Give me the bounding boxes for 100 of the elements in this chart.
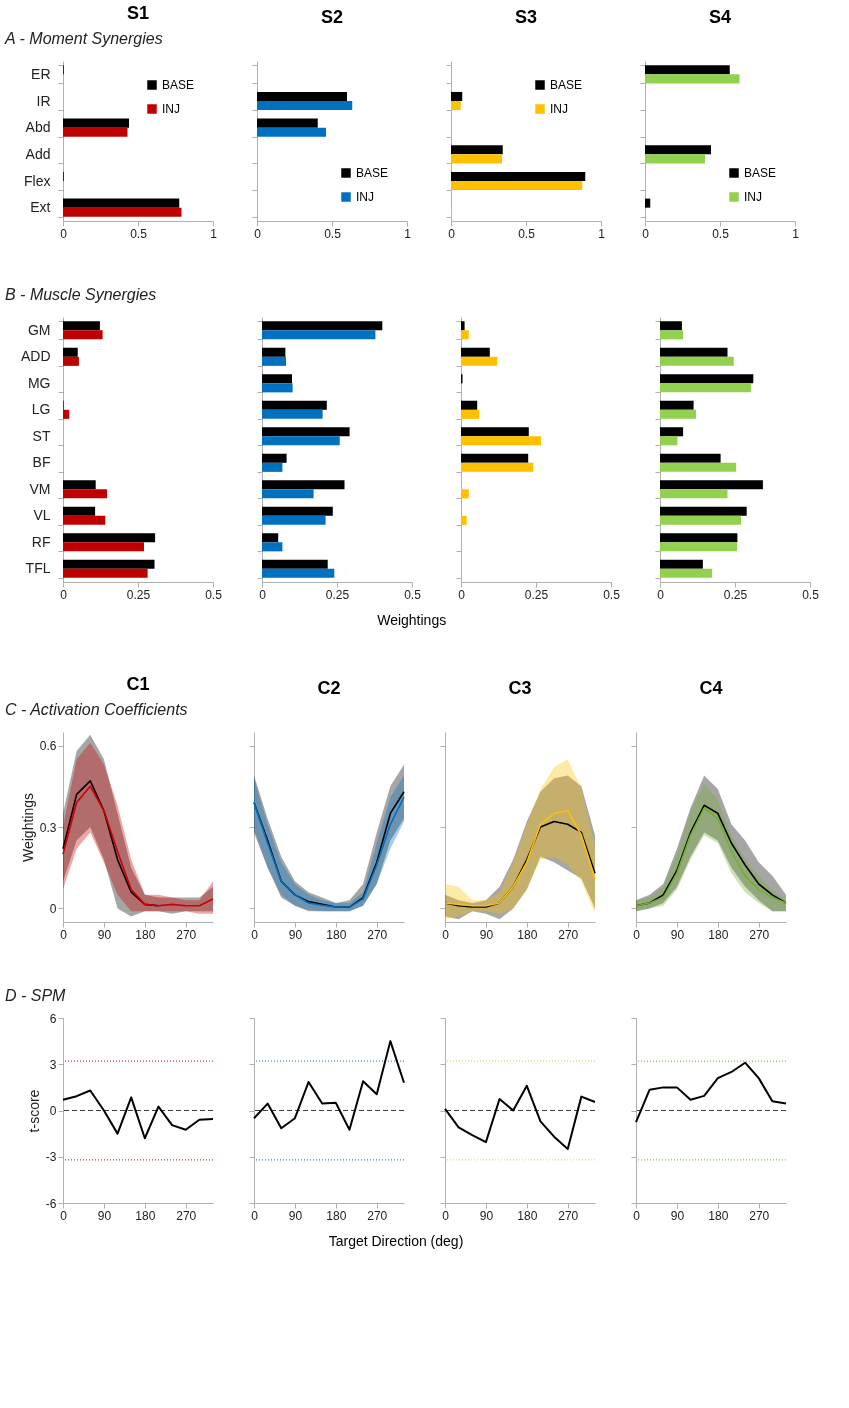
x-axis-title: Target Direction (deg) <box>328 1233 464 1249</box>
x-tick-label: 0.25 <box>723 587 748 602</box>
x-tick-label: 0 <box>642 226 650 241</box>
x-tick-label: 90 <box>288 927 303 942</box>
chart-title: C1 <box>126 674 150 694</box>
x-tick-label: 180 <box>708 1208 729 1223</box>
y-tick-label: Add <box>25 145 51 162</box>
x-tick-label: 0 <box>442 1208 450 1223</box>
x-tick-label: 0 <box>442 927 450 942</box>
chart-subtitle: A - Moment Synergies <box>4 30 163 47</box>
y-tick-label: 6 <box>49 1011 57 1026</box>
legend-label: BASE <box>356 166 389 180</box>
x-tick-label: 90 <box>97 1208 112 1223</box>
x-tick-label: 0.5 <box>518 226 536 241</box>
x-tick-label: 180 <box>135 1208 156 1223</box>
y-tick-label: ST <box>32 427 51 444</box>
x-tick-label: 0.25 <box>325 587 350 602</box>
chart-subtitle: B - Muscle Synergies <box>5 286 157 303</box>
y-tick-label: 3 <box>49 1057 57 1072</box>
y-tick-label: TFL <box>25 560 51 577</box>
chart-title: S4 <box>708 7 732 27</box>
x-tick-label: 0.5 <box>130 226 148 241</box>
x-tick-label: 0.5 <box>404 587 422 602</box>
chart-title: S2 <box>320 7 344 27</box>
x-tick-label: 0 <box>633 1208 641 1223</box>
x-tick-label: 0.5 <box>603 587 621 602</box>
y-tick-label: Ext <box>30 199 51 216</box>
x-tick-label: 0.5 <box>205 587 223 602</box>
y-tick-label: LG <box>31 401 51 418</box>
chart-subtitle: C - Activation Coefficients <box>5 701 188 718</box>
y-tick-label: RF <box>31 533 51 550</box>
legend-label: BASE <box>162 78 195 92</box>
x-tick-label: 90 <box>479 1208 494 1223</box>
legend-label: INJ <box>162 102 180 116</box>
y-tick-label: Abd <box>25 119 51 136</box>
x-axis-title: Weightings <box>377 612 447 628</box>
x-tick-label: 90 <box>288 1208 303 1223</box>
legend-label: INJ <box>550 102 568 116</box>
x-tick-label: 0 <box>633 927 641 942</box>
y-tick-label: VM <box>29 480 51 497</box>
x-tick-label: 270 <box>558 927 579 942</box>
x-tick-label: 0 <box>458 587 466 602</box>
x-tick-label: 0.25 <box>524 587 549 602</box>
x-tick-label: 0.5 <box>802 587 820 602</box>
y-tick-label: 0.6 <box>39 739 57 754</box>
chart-subtitle: D - SPM <box>5 987 67 1004</box>
legend-label: BASE <box>744 166 777 180</box>
legend-label: INJ <box>744 190 762 204</box>
x-tick-label: 90 <box>670 1208 685 1223</box>
x-tick-label: 90 <box>670 927 685 942</box>
y-tick-label: -6 <box>45 1196 57 1211</box>
x-tick-label: 180 <box>517 927 538 942</box>
y-tick-label: 0 <box>49 1104 57 1118</box>
x-tick-label: 0 <box>448 226 456 241</box>
chart-title: C4 <box>699 678 723 698</box>
y-tick-label: BF <box>32 454 51 471</box>
x-tick-label: 270 <box>749 1208 770 1223</box>
x-tick-label: 1 <box>210 226 218 241</box>
y-tick-label: ER <box>31 65 51 82</box>
x-tick-label: 0.5 <box>324 226 342 241</box>
x-tick-label: 0 <box>60 587 68 602</box>
x-tick-label: 270 <box>749 927 770 942</box>
legend-label: INJ <box>356 190 374 204</box>
x-tick-label: 270 <box>367 927 388 942</box>
x-tick-label: 0 <box>254 226 262 241</box>
x-tick-label: 270 <box>176 927 197 942</box>
x-tick-label: 180 <box>517 1208 538 1223</box>
y-tick-label: -3 <box>45 1150 57 1165</box>
x-tick-label: 0 <box>251 1208 259 1223</box>
y-tick-label: Flex <box>24 172 51 189</box>
y-axis-title: t-score <box>25 1089 42 1133</box>
x-tick-label: 1 <box>792 226 800 241</box>
x-tick-label: 0.5 <box>712 226 730 241</box>
x-tick-label: 90 <box>97 927 112 942</box>
x-tick-label: 180 <box>326 1208 347 1223</box>
x-tick-label: 0.25 <box>126 587 151 602</box>
legend-label: BASE <box>550 78 583 92</box>
chart-title: C3 <box>508 678 532 698</box>
x-tick-label: 180 <box>708 927 729 942</box>
x-tick-label: 90 <box>479 927 494 942</box>
y-axis-title: Weightings <box>19 792 36 863</box>
x-tick-label: 270 <box>367 1208 388 1223</box>
y-tick-label: 0.3 <box>39 820 57 835</box>
x-tick-label: 1 <box>598 226 606 241</box>
x-tick-label: 0 <box>259 587 267 602</box>
x-tick-label: 0 <box>60 927 68 942</box>
chart-title: C2 <box>317 678 341 698</box>
x-tick-label: 0 <box>60 1208 68 1223</box>
y-tick-label: IR <box>36 92 51 109</box>
y-tick-label: VL <box>33 507 51 524</box>
x-tick-label: 0 <box>60 226 68 241</box>
x-tick-label: 1 <box>404 226 412 241</box>
y-tick-label: 0 <box>49 901 57 916</box>
y-tick-label: ADD <box>20 348 51 365</box>
y-tick-label: MG <box>27 374 51 391</box>
x-tick-label: 270 <box>558 1208 579 1223</box>
x-tick-label: 270 <box>176 1208 197 1223</box>
x-tick-label: 180 <box>135 927 156 942</box>
x-tick-label: 0 <box>657 587 665 602</box>
chart-title: S1 <box>126 3 150 23</box>
